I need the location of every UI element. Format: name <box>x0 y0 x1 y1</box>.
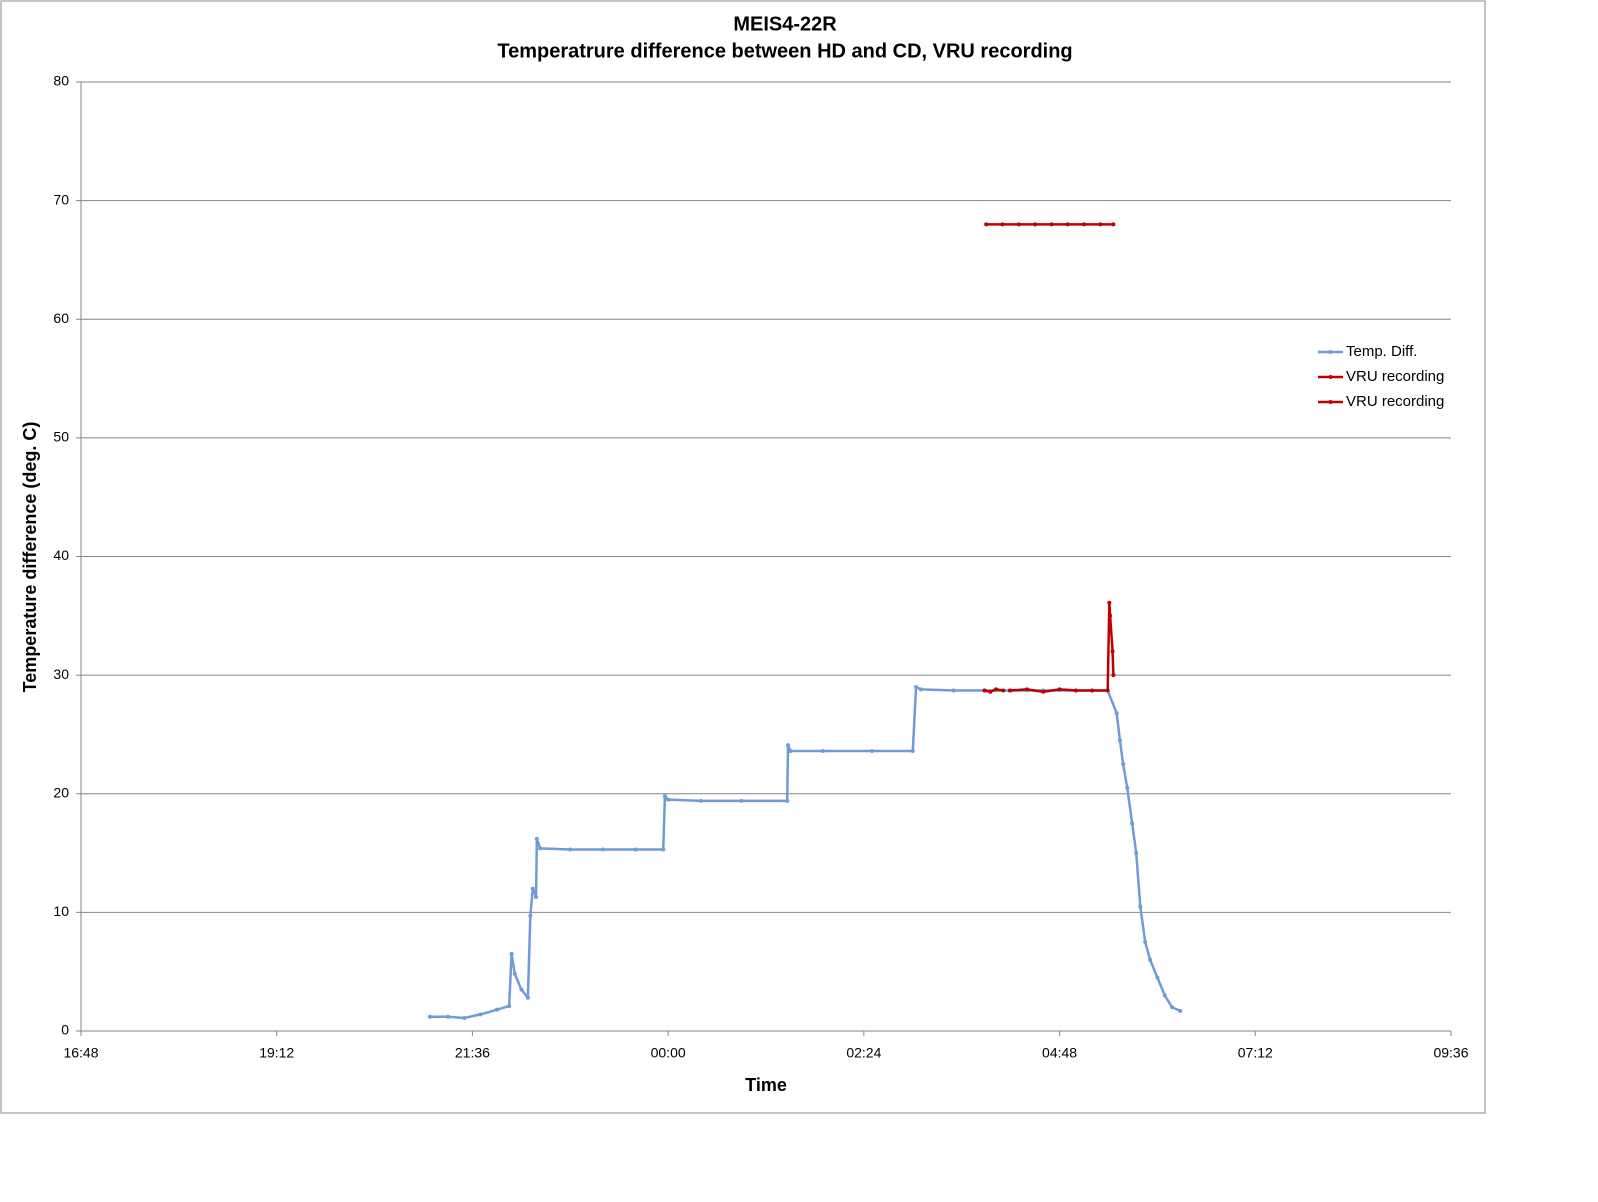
data-point <box>534 836 539 841</box>
y-tick-label: 30 <box>53 666 69 682</box>
data-point <box>1108 613 1113 618</box>
data-point <box>1024 687 1029 692</box>
x-tick-label: 00:00 <box>651 1045 686 1061</box>
data-point <box>1105 688 1110 693</box>
y-tick-label: 70 <box>53 191 69 207</box>
data-point <box>1130 821 1135 826</box>
x-tick-label: 04:48 <box>1042 1045 1077 1061</box>
data-point <box>785 798 790 803</box>
data-point <box>509 951 514 956</box>
data-point <box>1111 673 1116 678</box>
x-tick-label: 21:36 <box>455 1045 490 1061</box>
data-point <box>530 886 535 891</box>
data-point <box>698 798 703 803</box>
y-tick-label: 80 <box>53 73 69 89</box>
data-point <box>478 1012 483 1017</box>
data-point <box>1121 762 1126 767</box>
data-point <box>507 1004 512 1009</box>
data-point <box>662 794 667 799</box>
data-point <box>1162 993 1167 998</box>
data-point <box>1065 222 1070 227</box>
data-point <box>462 1015 467 1020</box>
data-point <box>512 972 517 977</box>
data-point <box>1125 785 1130 790</box>
data-point <box>568 847 573 852</box>
data-point <box>1073 688 1078 693</box>
data-point <box>786 743 791 748</box>
data-point <box>821 749 826 754</box>
data-point <box>993 687 998 692</box>
data-point <box>1110 649 1115 654</box>
data-point <box>1033 222 1038 227</box>
data-point <box>739 798 744 803</box>
data-point <box>1000 222 1005 227</box>
data-point <box>988 689 993 694</box>
x-tick-label: 07:12 <box>1238 1045 1273 1061</box>
data-point <box>428 1014 433 1019</box>
data-point <box>1178 1008 1183 1013</box>
data-point <box>1111 222 1116 227</box>
x-tick-label: 16:48 <box>63 1045 98 1061</box>
data-point <box>984 222 989 227</box>
data-point <box>666 797 671 802</box>
data-point <box>528 913 533 918</box>
data-point <box>1148 957 1153 962</box>
data-point <box>1001 688 1006 693</box>
data-point <box>1007 688 1012 693</box>
data-point <box>445 1014 450 1019</box>
data-point <box>870 749 875 754</box>
data-point <box>494 1007 499 1012</box>
data-point <box>788 749 793 754</box>
data-point <box>1082 222 1087 227</box>
data-point <box>1155 975 1160 980</box>
legend-marker <box>1328 400 1333 404</box>
data-point <box>525 995 530 1000</box>
data-point <box>1117 738 1122 743</box>
legend-label: VRU recording <box>1346 393 1444 410</box>
y-tick-label: 40 <box>53 547 69 563</box>
data-point <box>1098 222 1103 227</box>
data-point <box>982 688 987 693</box>
legend-label: VRU recording <box>1346 368 1444 385</box>
data-point <box>1114 711 1119 716</box>
data-point <box>534 894 539 899</box>
x-axis-label: Time <box>745 1075 787 1095</box>
data-point <box>600 847 605 852</box>
data-point <box>1143 940 1148 945</box>
y-tick-label: 20 <box>53 784 69 800</box>
y-tick-label: 50 <box>53 429 69 445</box>
data-point <box>1107 600 1112 605</box>
y-tick-label: 10 <box>53 903 69 919</box>
data-point <box>633 847 638 852</box>
x-tick-label: 19:12 <box>259 1045 294 1061</box>
data-point <box>1041 689 1046 694</box>
data-point <box>918 687 923 692</box>
data-point <box>1134 851 1139 856</box>
chart-subtitle: Temperatrure difference between HD and C… <box>497 40 1072 62</box>
data-point <box>1016 222 1021 227</box>
data-point <box>1138 904 1143 909</box>
legend-marker <box>1328 375 1333 379</box>
y-tick-label: 0 <box>61 1022 69 1038</box>
y-axis-label: Temperature difference (deg. C) <box>20 422 40 693</box>
data-point <box>538 846 543 851</box>
data-point <box>1090 688 1095 693</box>
x-tick-label: 09:36 <box>1433 1045 1468 1061</box>
data-point <box>1049 222 1054 227</box>
y-tick-label: 60 <box>53 310 69 326</box>
chart-title: MEIS4-22R <box>733 13 837 35</box>
data-point <box>1057 687 1062 692</box>
data-point <box>519 987 524 992</box>
x-tick-label: 02:24 <box>846 1045 881 1061</box>
data-point <box>910 749 915 754</box>
data-point <box>914 684 919 689</box>
data-point <box>661 847 666 852</box>
legend-marker <box>1328 350 1333 354</box>
data-point <box>951 688 956 693</box>
legend-label: Temp. Diff. <box>1346 343 1417 360</box>
data-point <box>1170 1005 1175 1010</box>
